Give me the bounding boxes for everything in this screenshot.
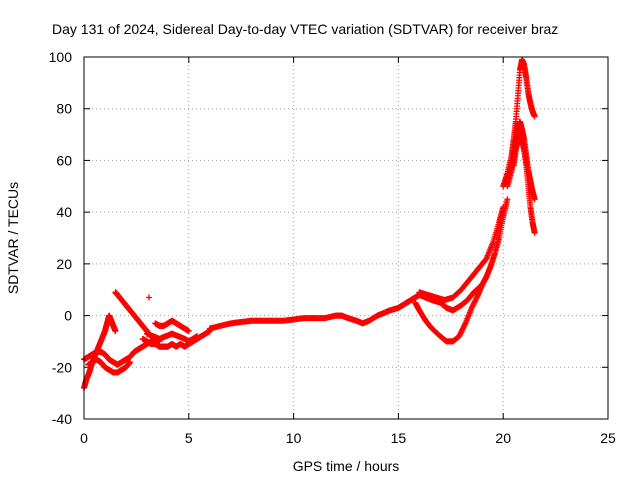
series-track-h [145,294,152,301]
data-points [81,56,538,391]
x-tick-label: 5 [185,430,193,446]
x-axis-label: GPS time / hours [293,458,400,474]
data-point [531,229,538,236]
data-point [531,196,538,203]
y-axis-label: SDTVAR / TECUs [5,182,21,294]
series-track-f [143,330,201,345]
plot-frame [83,56,609,420]
x-tick-label: 25 [600,430,616,446]
y-tick-label: 0 [64,308,72,324]
axes: 0 5 10 15 20 25 -40 -20 0 20 40 60 80 100 [49,49,616,446]
series-track-e [139,328,213,350]
chart-title: Day 131 of 2024, Sidereal Day-to-day VTE… [52,21,558,37]
data-point [194,333,201,340]
grid-lines [84,57,608,419]
y-tick-label: 80 [56,101,72,117]
series-track-dip [412,281,486,345]
series-track-third [510,131,538,236]
y-tick-label: 40 [56,204,72,220]
series-track-upper [416,203,507,304]
x-tick-label: 10 [286,430,302,446]
data-point [145,294,152,301]
series-track-g [152,317,192,335]
data-point [479,281,486,288]
x-tick-label: 20 [495,430,511,446]
data-point [504,196,511,203]
series-track-main [206,196,511,332]
y-tick-label: 100 [49,49,73,65]
data-point [500,203,507,210]
y-tick-label: 60 [56,152,72,168]
data-point [185,328,192,335]
x-tick-label: 15 [391,430,407,446]
x-tick-label: 0 [80,430,88,446]
series-track-c [85,356,134,376]
data-point [531,113,538,120]
y-tick-label: -40 [52,411,72,427]
data-point [127,359,134,366]
y-tick-label: 20 [56,256,72,272]
y-tick-label: -20 [52,359,72,375]
data-point [112,328,119,335]
